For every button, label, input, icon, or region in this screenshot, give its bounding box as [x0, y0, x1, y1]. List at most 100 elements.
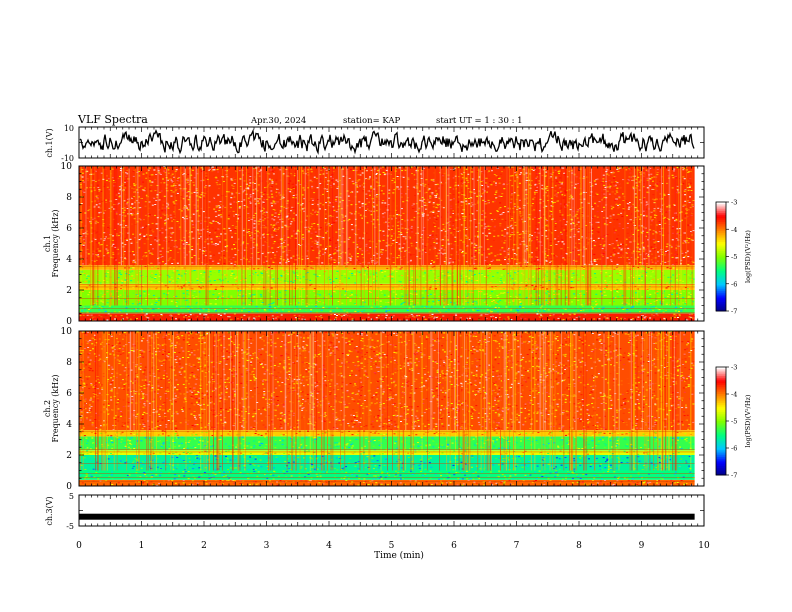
ch1-spectrogram-pixel	[194, 207, 196, 209]
ch1-spectrogram-pixel	[329, 310, 332, 312]
ch1-spectrogram-pixel	[655, 232, 658, 234]
ch1-spectrogram-pixel	[471, 242, 473, 244]
ch1-spectrogram-pixel	[531, 258, 534, 260]
ch1-spectrogram-pixel	[206, 268, 209, 270]
ch1-spectrogram-pixel	[341, 302, 344, 304]
ch1-spectrogram-pixel	[203, 271, 206, 273]
ch1-spectrogram-pixel	[453, 302, 456, 304]
ch1-spectrogram-pixel	[391, 243, 394, 245]
ch1-spectrogram-pixel	[627, 277, 630, 279]
ch1-spectrogram-pixel	[297, 180, 300, 182]
ch1-spectrogram-pixel	[532, 198, 535, 200]
ch1-spectrogram-pixel	[666, 296, 669, 298]
ch1-spectrogram-pixel	[398, 280, 401, 282]
ch1-spectrogram-pixel	[335, 179, 338, 181]
ch1-spectrogram-pixel	[336, 187, 339, 189]
ch1-spectrogram-pixel	[490, 278, 493, 280]
ch1-spectrogram-pixel	[239, 178, 242, 180]
ch1-spectrogram-pixel	[132, 170, 135, 172]
ch1-spectrogram-pixel	[664, 297, 667, 299]
ch1-spectrogram-pixel	[448, 228, 451, 229]
ch1-spectrogram-pixel	[328, 265, 331, 267]
ch1-spectrogram-pixel	[257, 252, 260, 253]
ch1-spectrogram-pixel	[486, 284, 489, 286]
ch1-spectrogram-pixel	[473, 310, 476, 312]
ch1-spectrogram-pixel	[285, 190, 287, 192]
ch1-spectrogram-pixel	[415, 268, 418, 270]
ch1-spectrogram-pixel	[511, 278, 514, 280]
ch1-spectrogram-pixel	[428, 253, 431, 255]
ch1-spectrogram-pixel	[319, 294, 322, 296]
ch1-spectrogram-pixel	[158, 268, 161, 270]
ch1-spectrogram-pixel	[140, 309, 143, 311]
ch1-spectrogram-pixel	[626, 297, 629, 299]
ch1-spectrogram-pixel	[450, 232, 453, 234]
ch1-spectrogram-pixel	[282, 274, 285, 276]
ch1-spectrogram-pixel	[153, 242, 156, 244]
ch1-spectrogram-pixel	[209, 251, 212, 253]
ch1-spectrogram-pixel	[668, 304, 671, 306]
ch1-spectrogram-pixel	[659, 198, 662, 200]
ch1-spectrogram-pixel	[676, 257, 679, 259]
ch1-spectrogram-pixel	[328, 307, 331, 309]
ch1-spectrogram-pixel	[480, 225, 483, 227]
ch1-spectrogram-pixel	[368, 194, 371, 196]
ch1-spectrogram-pixel	[656, 293, 659, 294]
ch1-spectrogram-pixel	[255, 178, 258, 180]
ch1-spectrogram-pixel	[332, 310, 335, 312]
ch1-spectrogram-pixel	[501, 300, 504, 302]
ch1-spectrogram-pixel	[474, 287, 477, 289]
ch1-spectrogram-pixel	[393, 278, 396, 280]
ch1-spectrogram-pixel	[683, 274, 686, 276]
ch1-spectrogram-pixel	[343, 273, 346, 275]
ch1-spectrogram-pixel	[185, 317, 188, 319]
ch1-spectrogram-pixel	[402, 245, 405, 247]
ch1-spectrogram-pixel	[620, 287, 623, 289]
ch1-spectrogram-pixel	[611, 250, 614, 252]
ch1-spectrogram-pixel	[617, 244, 620, 246]
ch1-spectrogram-pixel	[649, 216, 652, 218]
ch1-spectrogram-pixel	[364, 210, 367, 211]
ch1-spectrogram-pixel	[555, 273, 558, 275]
ch1-spectrogram-pixel	[469, 317, 471, 319]
ch1-spectrogram-pixel	[106, 186, 109, 188]
ch1-spectrogram-pixel	[100, 292, 103, 294]
ch1-spectrogram-pixel	[603, 223, 606, 225]
ch1-spectrogram-pixel	[383, 294, 386, 295]
ch1-spectrogram-pixel	[619, 187, 622, 189]
ch1-spectrogram-pixel	[408, 318, 410, 320]
ch1-spectrogram-pixel	[416, 279, 419, 281]
ch1-spectrogram-pixel	[303, 210, 306, 212]
ch1-spectrogram-pixel	[593, 284, 596, 286]
ch1-spectrogram-pixel	[656, 314, 659, 316]
ch1-spectrogram-pixel	[558, 284, 561, 286]
ch1-spectrogram-pixel	[546, 288, 549, 290]
ch1-spectrogram-pixel	[628, 176, 631, 178]
ch1-spectrogram-pixel	[640, 259, 643, 261]
ch1-spectrogram-pixel	[483, 293, 486, 295]
ch1-spectrogram-pixel	[442, 223, 445, 225]
ch1-spectrogram-pixel	[546, 220, 549, 222]
ch1-spectrogram-pixel	[229, 230, 232, 232]
ch1-spectrogram-pixel	[399, 268, 402, 270]
ch1-spectrogram-pixel	[441, 174, 444, 176]
ch1-spectrogram-pixel	[172, 231, 175, 233]
ch1-spectrogram-pixel	[107, 265, 110, 267]
ch1-spectrogram-pixel	[235, 308, 238, 310]
ch1-spectrogram-pixel	[186, 299, 189, 301]
ch1-spectrogram-pixel	[548, 280, 551, 281]
ch1-spectrogram-pixel	[271, 214, 274, 216]
ch1-spectrogram-pixel	[512, 300, 515, 302]
ch1-spectrogram-pixel	[350, 291, 353, 293]
ch1-spectrogram-pixel	[256, 290, 259, 292]
ch1-spectrogram-pixel	[599, 287, 602, 289]
ch1-spectrogram-pixel	[657, 284, 660, 286]
ch1-spectrogram-pixel	[518, 288, 521, 290]
ch1-spectrogram-pixel	[505, 306, 508, 308]
ch1-spectrogram-pixel	[614, 251, 616, 253]
ch1-spectrogram-pixel	[124, 279, 127, 281]
ch1-spectrogram-pixel	[296, 286, 299, 288]
ch1-spectrogram-pixel	[279, 281, 282, 283]
ch1-spectrogram-pixel	[602, 309, 604, 311]
ch1-spectrogram-pixel	[161, 210, 164, 212]
